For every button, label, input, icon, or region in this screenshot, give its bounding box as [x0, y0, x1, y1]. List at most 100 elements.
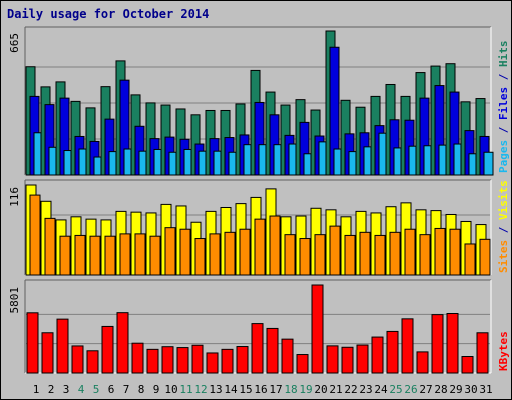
- x-tick-label-day-25: 25: [389, 383, 402, 396]
- x-tick-label-day-19: 19: [299, 383, 312, 396]
- x-tick-label-day-5: 5: [93, 383, 100, 396]
- bar-kbytes-day-14: [221, 348, 234, 374]
- y-max-label: 5801: [8, 287, 21, 314]
- bar-sites-day-1: [29, 194, 41, 276]
- bar-kbytes-day-3: [56, 318, 69, 374]
- x-tick-label-day-23: 23: [359, 383, 372, 396]
- x-tick-label-day-6: 6: [108, 383, 115, 396]
- x-tick-label-day-7: 7: [123, 383, 130, 396]
- x-tick-label-day-31: 31: [479, 383, 492, 396]
- x-tick-label-day-4: 4: [78, 383, 85, 396]
- bar-sites-day-27: [419, 234, 431, 276]
- bar-sites-day-10: [164, 227, 176, 276]
- bar-sites-day-3: [59, 235, 71, 276]
- x-tick-label-day-18: 18: [284, 383, 297, 396]
- bar-kbytes-day-10: [161, 346, 174, 374]
- x-tick-label-day-16: 16: [254, 383, 267, 396]
- bar-kbytes-day-17: [266, 327, 279, 374]
- bar-kbytes-day-9: [146, 348, 159, 374]
- bar-kbytes-day-1: [26, 312, 39, 374]
- bar-sites-day-19: [299, 238, 311, 276]
- bar-sites-day-28: [434, 227, 446, 276]
- legend-entry: /: [497, 220, 510, 240]
- bar-kbytes-day-24: [371, 336, 384, 374]
- bar-kbytes-day-28: [431, 314, 444, 374]
- bar-sites-day-6: [104, 235, 116, 276]
- bar-kbytes-day-30: [461, 356, 474, 374]
- bar-sites-day-16: [254, 218, 266, 276]
- x-tick-label-day-3: 3: [63, 383, 70, 396]
- x-tick-label-day-12: 12: [194, 383, 207, 396]
- bar-sites-day-2: [44, 217, 56, 276]
- chart-title: Daily usage for October 2014: [7, 7, 210, 21]
- x-tick-label-day-26: 26: [404, 383, 417, 396]
- x-tick-label-day-8: 8: [138, 383, 145, 396]
- bar-kbytes-day-16: [251, 323, 264, 374]
- x-tick-label-day-14: 14: [224, 383, 238, 396]
- bar-kbytes-day-5: [86, 350, 99, 374]
- bar-sites-day-29: [449, 228, 461, 276]
- y-max-label: 116: [8, 187, 21, 207]
- bar-sites-day-5: [89, 235, 101, 276]
- x-tick-label-day-9: 9: [153, 383, 160, 396]
- bar-pages-day-31: [483, 151, 494, 176]
- bar-kbytes-day-7: [116, 312, 129, 374]
- x-tick-label-day-27: 27: [419, 383, 432, 396]
- bar-kbytes-day-25: [386, 330, 399, 374]
- legend-entry: Files: [497, 87, 510, 120]
- bar-kbytes-day-12: [191, 344, 204, 374]
- legend-visits-sites: Sites / Visits: [497, 180, 510, 273]
- x-tick-label-day-30: 30: [464, 383, 477, 396]
- bar-kbytes-day-31: [476, 332, 489, 374]
- x-tick-label-day-1: 1: [33, 383, 40, 396]
- y-max-label: 665: [8, 33, 21, 53]
- bar-sites-day-7: [119, 233, 131, 276]
- x-tick-label-day-20: 20: [314, 383, 327, 396]
- x-tick-label-day-13: 13: [209, 383, 222, 396]
- legend-kbytes: KBytes: [497, 331, 510, 371]
- bar-sites-day-20: [314, 234, 326, 276]
- bar-sites-day-12: [194, 238, 206, 276]
- bar-kbytes-day-11: [176, 347, 189, 374]
- legend-entry: /: [497, 67, 510, 87]
- bar-kbytes-day-19: [296, 354, 309, 374]
- bar-kbytes-day-23: [356, 344, 369, 374]
- bar-sites-day-26: [404, 228, 416, 276]
- bar-sites-day-15: [239, 228, 251, 276]
- bar-kbytes-day-18: [281, 338, 294, 374]
- x-tick-label-day-22: 22: [344, 383, 357, 396]
- x-tick-label-day-17: 17: [269, 383, 282, 396]
- x-tick-label-day-15: 15: [239, 383, 252, 396]
- bar-sites-day-9: [149, 235, 161, 276]
- bar-kbytes-day-4: [71, 345, 84, 374]
- bar-kbytes-day-29: [446, 313, 459, 374]
- bar-kbytes-day-13: [206, 352, 219, 374]
- legend-entry: Pages: [497, 140, 510, 173]
- bar-sites-day-22: [344, 234, 356, 276]
- x-tick-label-day-24: 24: [374, 383, 388, 396]
- legend-entry: Sites: [497, 240, 510, 273]
- bar-sites-day-24: [374, 234, 386, 276]
- bar-sites-day-31: [479, 238, 491, 276]
- bar-kbytes-day-22: [341, 346, 354, 374]
- x-tick-label-day-21: 21: [329, 383, 342, 396]
- x-tick-label-day-10: 10: [164, 383, 177, 396]
- bar-sites-day-17: [269, 215, 281, 276]
- bar-sites-day-30: [464, 243, 476, 276]
- legend-entry: Visits: [497, 180, 510, 220]
- bar-kbytes-day-8: [131, 342, 144, 374]
- x-tick-label-day-29: 29: [449, 383, 462, 396]
- bar-sites-day-13: [209, 233, 221, 276]
- bar-sites-day-4: [74, 234, 86, 276]
- legend-entry: Hits: [497, 41, 510, 68]
- x-tick-label-day-2: 2: [48, 383, 55, 396]
- bar-kbytes-day-26: [401, 318, 414, 374]
- bar-sites-day-23: [359, 231, 371, 276]
- bar-kbytes-day-6: [101, 325, 114, 374]
- bar-sites-day-18: [284, 234, 296, 276]
- x-tick-label-day-28: 28: [434, 383, 447, 396]
- bar-kbytes-day-20: [311, 284, 324, 374]
- bar-kbytes-day-27: [416, 351, 429, 374]
